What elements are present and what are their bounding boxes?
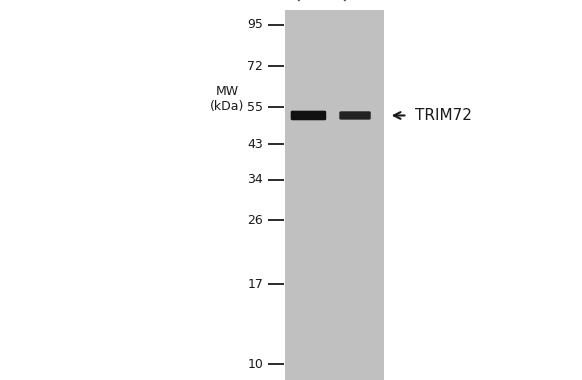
Text: 55: 55: [247, 101, 263, 114]
Text: 17: 17: [247, 277, 263, 291]
Text: Mouse muscle: Mouse muscle: [292, 0, 364, 4]
FancyBboxPatch shape: [291, 111, 326, 120]
Text: Mouse heart: Mouse heart: [338, 0, 402, 4]
FancyBboxPatch shape: [339, 111, 371, 120]
Text: 43: 43: [247, 138, 263, 150]
Text: 10: 10: [247, 358, 263, 370]
Text: 34: 34: [247, 173, 263, 186]
Text: TRIM72: TRIM72: [415, 108, 472, 123]
Text: 26: 26: [247, 214, 263, 226]
Text: 72: 72: [247, 60, 263, 73]
Bar: [285, 10, 384, 380]
Text: MW
(kDa): MW (kDa): [210, 85, 244, 113]
Text: 95: 95: [247, 18, 263, 31]
